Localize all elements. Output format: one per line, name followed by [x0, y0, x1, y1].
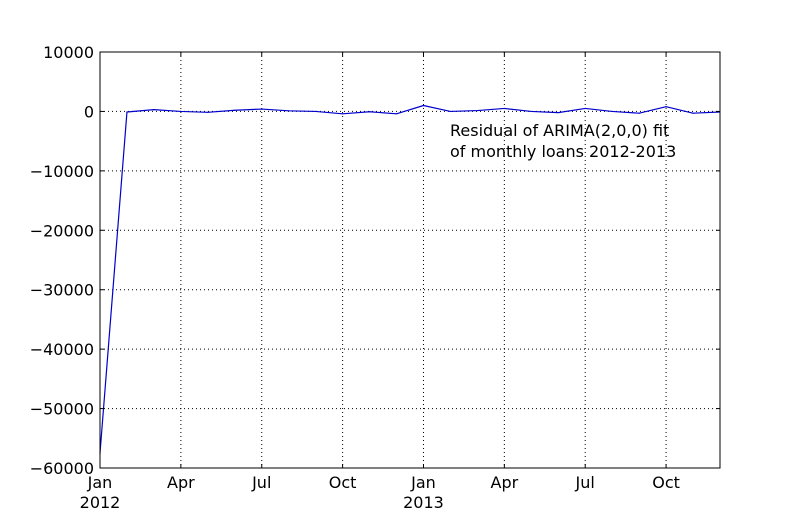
data-point — [638, 112, 640, 114]
x-tick-label: Oct — [652, 473, 680, 492]
y-axis: 10000 0 −10000 −20000 −30000 −40000 −50000 −600… — [30, 43, 720, 478]
data-point — [261, 108, 263, 110]
y-tick-label: −50000 — [30, 400, 94, 419]
x-tick-label: Jan — [87, 473, 113, 492]
data-point — [153, 109, 155, 111]
plot-frame — [99, 51, 721, 469]
x-tick-label: Jan — [410, 473, 436, 492]
x-tick-year-label: 2012 — [80, 493, 121, 512]
data-point — [315, 110, 317, 113]
data-point — [665, 106, 667, 108]
x-tick-label: Apr — [491, 473, 519, 492]
x-tick-label: Jul — [575, 473, 595, 492]
x-tick-label: Apr — [167, 473, 195, 492]
y-tick-label: −10000 — [30, 162, 94, 181]
data-point — [207, 111, 209, 113]
y-tick-label: −60000 — [30, 459, 94, 478]
data-point — [180, 110, 182, 113]
data-point — [422, 104, 425, 107]
y-tick-label: −40000 — [30, 340, 94, 359]
y-tick-label: −20000 — [30, 221, 94, 240]
y-tick-label: 0 — [84, 102, 94, 121]
data-point — [503, 107, 505, 110]
annotation: Residual of ARIMA(2,0,0) fit of monthly … — [450, 121, 676, 161]
data-point — [288, 110, 290, 112]
data-point — [611, 110, 613, 113]
data-point — [584, 107, 586, 110]
data-point — [368, 111, 371, 113]
data-point — [692, 112, 694, 114]
annotation-line-1: Residual of ARIMA(2,0,0) fit — [450, 121, 669, 140]
data-point — [476, 109, 478, 112]
data-point — [395, 113, 398, 115]
y-tick-label: −30000 — [30, 281, 94, 300]
annotation-line-2: of monthly loans 2012-2013 — [450, 142, 676, 161]
data-point — [234, 109, 236, 111]
y-tick-label: 10000 — [43, 43, 94, 62]
data-point — [449, 110, 452, 113]
grid-lines — [100, 52, 720, 468]
x-tick-label: Oct — [329, 473, 357, 492]
data-point — [557, 112, 559, 114]
series-layer — [99, 104, 721, 454]
residual-series-line — [99, 104, 721, 454]
data-point — [530, 110, 532, 113]
x-tick-year-label: 2013 — [403, 493, 444, 512]
x-tick-label: Jul — [251, 473, 271, 492]
data-point — [342, 113, 344, 115]
data-point — [126, 111, 128, 113]
